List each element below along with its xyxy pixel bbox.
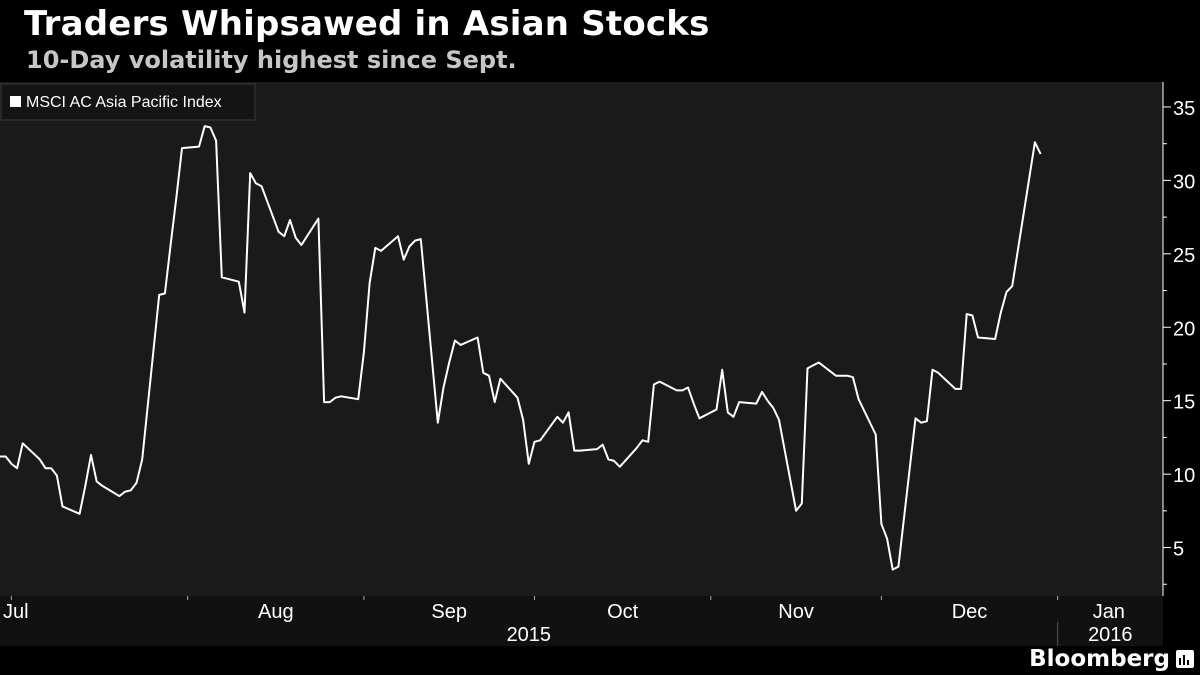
- x-month-label: Jan: [1093, 601, 1125, 623]
- x-month-label: Jul: [3, 601, 29, 623]
- y-tick-label: 15: [1173, 392, 1195, 414]
- axis-area: [0, 596, 1163, 646]
- chart-title: Traders Whipsawed in Asian Stocks: [24, 4, 710, 44]
- legend-box: [0, 83, 256, 121]
- brand-name: Bloomberg: [1029, 646, 1170, 672]
- y-tick-label: 20: [1173, 318, 1195, 340]
- y-tick-label: 35: [1173, 98, 1195, 120]
- y-axis: 5 10 15 20 25 30 35: [1162, 82, 1195, 596]
- series-line: [0, 125, 1042, 571]
- y-tick-label: 10: [1173, 465, 1195, 487]
- x-year-label: 2015: [507, 624, 552, 646]
- series-layer: [0, 125, 1042, 571]
- y-tick-label: 30: [1173, 171, 1195, 193]
- chart-subtitle: 10-Day volatility highest since Sept.: [26, 46, 517, 74]
- y-tick-label: 25: [1173, 245, 1195, 267]
- y-tick-label: 5: [1173, 539, 1184, 561]
- x-month-label: Dec: [952, 601, 988, 623]
- x-year-label: 2016: [1088, 624, 1133, 646]
- legend-label: MSCI AC Asia Pacific Index: [26, 94, 222, 111]
- x-month-label: Sep: [431, 601, 467, 623]
- x-month-label: Aug: [258, 601, 294, 623]
- x-axis: Jul Aug Sep Oct Nov Dec Jan 2015 2016: [3, 596, 1133, 646]
- bloomberg-chart-icon: [1176, 650, 1194, 668]
- legend: MSCI AC Asia Pacific Index: [0, 83, 256, 121]
- x-month-label: Nov: [778, 601, 814, 623]
- x-month-label: Oct: [607, 601, 639, 623]
- legend-swatch: [10, 96, 21, 107]
- brand-logo: Bloomberg: [1029, 646, 1194, 672]
- plot-area: [0, 82, 1163, 596]
